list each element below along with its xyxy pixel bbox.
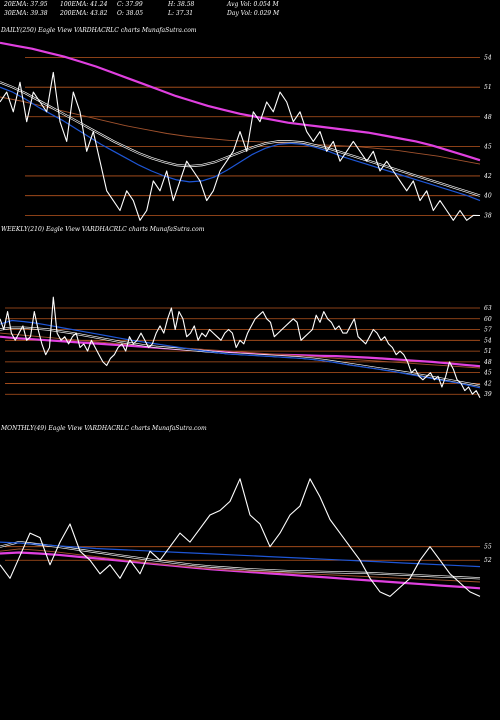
monthly-ema-line-4 — [0, 551, 481, 590]
header-close: C: 37.99 — [117, 1, 143, 8]
weekly-y-label: 45 — [483, 370, 492, 377]
daily-chart-title: DAILY(250) Eagle View VARDHACRLC charts … — [1, 27, 197, 34]
header-avg-vol: Avg Vol: 0.054 M — [227, 1, 279, 8]
monthly-chart-title: MONTHLY(49) Eagle View VARDHACRLC charts… — [1, 425, 207, 432]
daily-y-label: 45 — [483, 143, 492, 150]
daily-y-label: 54 — [484, 55, 492, 62]
header-high: H: 38.58 — [168, 1, 195, 8]
header-ema200: 200EMA: 43.82 — [60, 10, 108, 17]
header-ema30: 30EMA: 39.38 — [4, 10, 48, 17]
weekly-ema-band-inner — [0, 327, 481, 387]
weekly-y-label: 57 — [484, 327, 492, 334]
daily-y-label: 42 — [483, 173, 492, 180]
weekly-y-label: 60 — [484, 316, 492, 323]
monthly-price-line — [0, 478, 481, 597]
header-ema100: 100EMA: 41.24 — [60, 1, 108, 8]
weekly-y-label: 48 — [483, 359, 492, 366]
daily-y-label: 51 — [484, 84, 492, 91]
header-ema20: 20EMA: 37.95 — [4, 1, 48, 8]
header-day-vol: Day Vol: 0.029 M — [227, 10, 280, 17]
daily-ema-line-3 — [0, 96, 481, 165]
weekly-y-label: 63 — [484, 305, 492, 312]
header-low: L: 37.31 — [168, 10, 194, 17]
monthly-ema-line-3 — [0, 548, 481, 583]
monthly-ema-line-1 — [0, 541, 481, 568]
weekly-y-label: 51 — [484, 348, 492, 355]
weekly-y-label: 42 — [483, 380, 492, 387]
daily-y-label: 48 — [483, 114, 492, 121]
weekly-ema-line-3 — [0, 332, 481, 369]
daily-ema-line-4 — [0, 41, 481, 162]
daily-ema-line-1 — [0, 86, 481, 202]
weekly-price-line — [0, 296, 481, 399]
weekly-ema-line-1 — [0, 319, 481, 389]
monthly-y-label: 52 — [484, 557, 492, 564]
daily-price-line — [0, 71, 481, 221]
weekly-y-label: 39 — [484, 391, 492, 398]
daily-y-label: 38 — [484, 212, 492, 219]
daily-ema-band-inner — [0, 81, 481, 197]
weekly-chart-title: WEEKLY(210) Eagle View VARDHACRLC charts… — [1, 226, 205, 233]
weekly-y-label: 54 — [484, 337, 492, 344]
monthly-y-label: 55 — [484, 544, 492, 551]
daily-y-label: 40 — [483, 193, 492, 200]
header-open: O: 38.05 — [117, 10, 144, 17]
